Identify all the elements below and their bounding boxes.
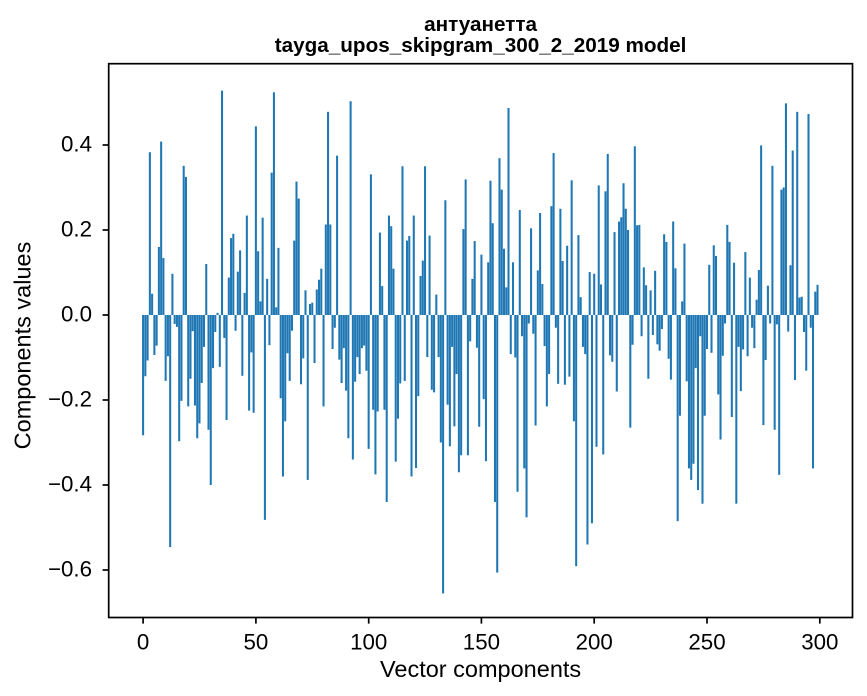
svg-text:антуанетта: антуанетта bbox=[424, 13, 537, 36]
svg-text:Vector components: Vector components bbox=[380, 656, 581, 682]
svg-text:0: 0 bbox=[137, 629, 149, 654]
svg-text:−0.6: −0.6 bbox=[48, 557, 92, 582]
svg-text:50: 50 bbox=[243, 629, 268, 654]
svg-text:0.4: 0.4 bbox=[61, 132, 92, 157]
svg-text:tayga_upos_skipgram_300_2_2019: tayga_upos_skipgram_300_2_2019 model bbox=[275, 34, 687, 57]
svg-text:300: 300 bbox=[801, 629, 838, 654]
svg-text:200: 200 bbox=[576, 629, 613, 654]
svg-text:Components values: Components values bbox=[10, 242, 36, 450]
svg-text:−0.4: −0.4 bbox=[48, 472, 92, 497]
svg-text:250: 250 bbox=[688, 629, 725, 654]
svg-text:150: 150 bbox=[463, 629, 500, 654]
svg-text:−0.2: −0.2 bbox=[48, 387, 92, 412]
svg-text:0.0: 0.0 bbox=[61, 302, 92, 327]
svg-text:100: 100 bbox=[350, 629, 387, 654]
svg-text:0.2: 0.2 bbox=[61, 217, 92, 242]
